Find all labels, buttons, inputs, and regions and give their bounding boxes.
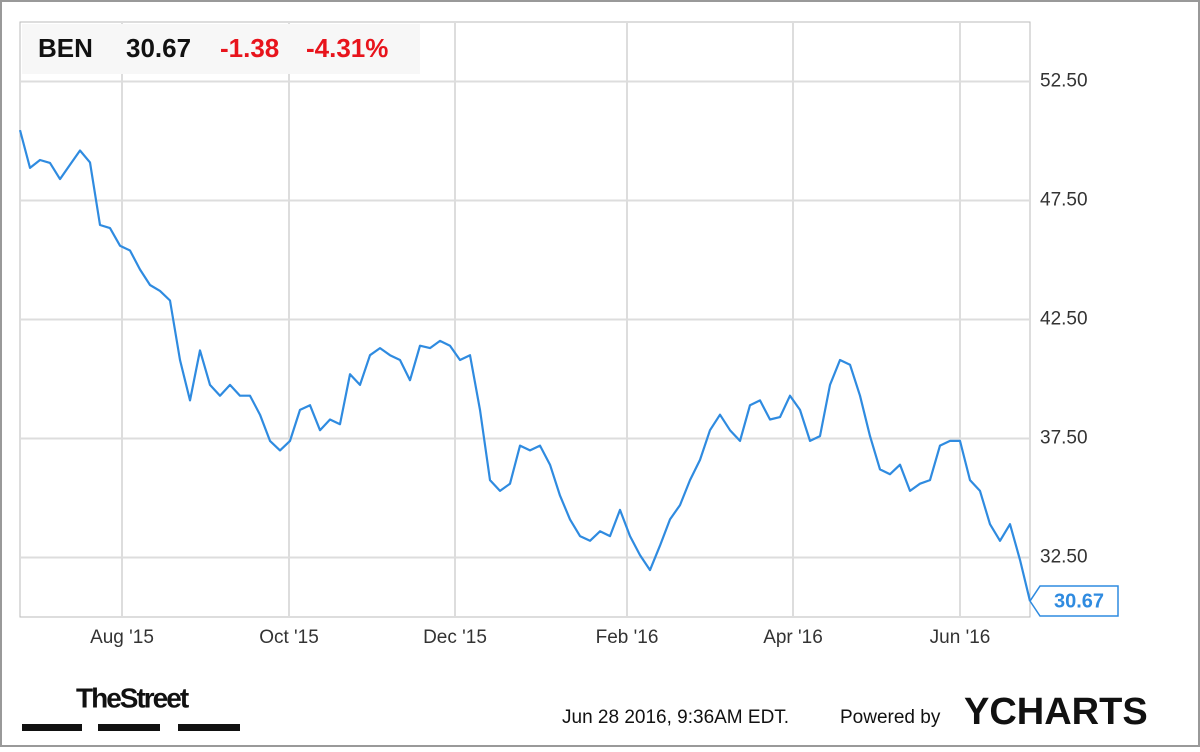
ticker: BEN (38, 33, 93, 63)
brand: YCHARTS (964, 691, 1148, 733)
logo-bar (98, 724, 160, 731)
change-pct: -4.31% (306, 33, 388, 63)
last-value-label: 30.67 (1054, 590, 1104, 612)
x-tick-label: Feb '16 (596, 627, 659, 648)
price: 30.67 (126, 33, 191, 63)
last-value-box (1029, 585, 1119, 617)
price-line (18, 129, 1032, 602)
powered-by: Powered by (840, 707, 941, 728)
y-tick-label: 47.50 (1040, 190, 1088, 211)
quote-box (22, 24, 420, 74)
y-tick-label: 32.50 (1040, 547, 1088, 568)
logo-bar (22, 724, 82, 731)
x-tick-label: Dec '15 (423, 627, 487, 648)
timestamp: Jun 28 2016, 9:36AM EDT. (562, 707, 789, 728)
change: -1.38 (220, 33, 279, 63)
x-tick-label: Jun '16 (930, 627, 991, 648)
y-tick-label: 37.50 (1040, 428, 1088, 449)
x-tick-label: Apr '16 (763, 627, 823, 648)
source-logo: TheStreet (76, 682, 189, 713)
y-tick-label: 52.50 (1040, 71, 1088, 92)
y-tick-label: 42.50 (1040, 309, 1088, 330)
logo-bar (178, 724, 240, 731)
x-tick-label: Oct '15 (259, 627, 319, 648)
x-tick-label: Aug '15 (90, 627, 154, 648)
